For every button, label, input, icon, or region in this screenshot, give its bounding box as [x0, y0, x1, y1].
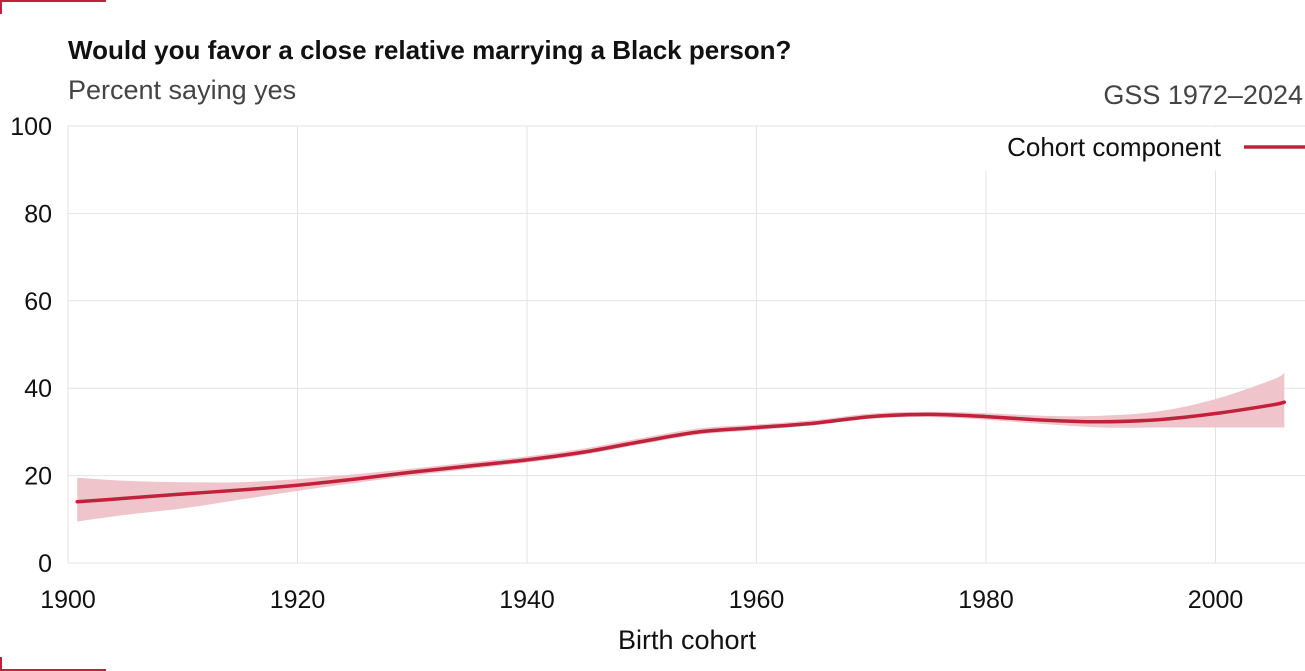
- chart-subtitle: Percent saying yes: [68, 75, 297, 105]
- x-tick-label: 1980: [958, 586, 1014, 614]
- series-line: [75, 400, 1287, 504]
- grid-lines: [67, 125, 1305, 564]
- x-tick-label: 2000: [1188, 586, 1244, 614]
- x-tick-label: 1900: [40, 586, 96, 614]
- x-tick-label: 1940: [499, 586, 555, 614]
- top-corner-tick: [0, 0, 2, 14]
- bottom-corner-mark: [0, 669, 106, 671]
- y-tick-label: 60: [24, 288, 52, 316]
- chart-source: GSS 1972–2024: [1103, 80, 1303, 110]
- legend-background: [965, 127, 1305, 171]
- series-lines: [75, 400, 1287, 504]
- legend-label: Cohort component: [1007, 132, 1222, 162]
- y-tick-labels: 0 20 40 60 80 100: [10, 113, 52, 578]
- legend: Cohort component: [965, 127, 1305, 171]
- bottom-corner-tick: [0, 657, 2, 671]
- top-corner-mark: [0, 0, 106, 2]
- y-tick-label: 80: [24, 200, 52, 228]
- x-tick-label: 1960: [729, 586, 785, 614]
- y-tick-label: 40: [24, 375, 52, 403]
- x-tick-labels: 1900 1920 1940 1960 1980 2000: [40, 586, 1243, 614]
- y-tick-label: 100: [10, 113, 52, 141]
- y-tick-label: 0: [38, 550, 52, 578]
- x-tick-label: 1920: [270, 586, 326, 614]
- x-axis-title: Birth cohort: [618, 625, 757, 655]
- y-tick-label: 20: [24, 463, 52, 491]
- chart-title: Would you favor a close relative marryin…: [68, 35, 792, 65]
- confidence-band: [77, 372, 1285, 522]
- confidence-bands: [77, 372, 1285, 522]
